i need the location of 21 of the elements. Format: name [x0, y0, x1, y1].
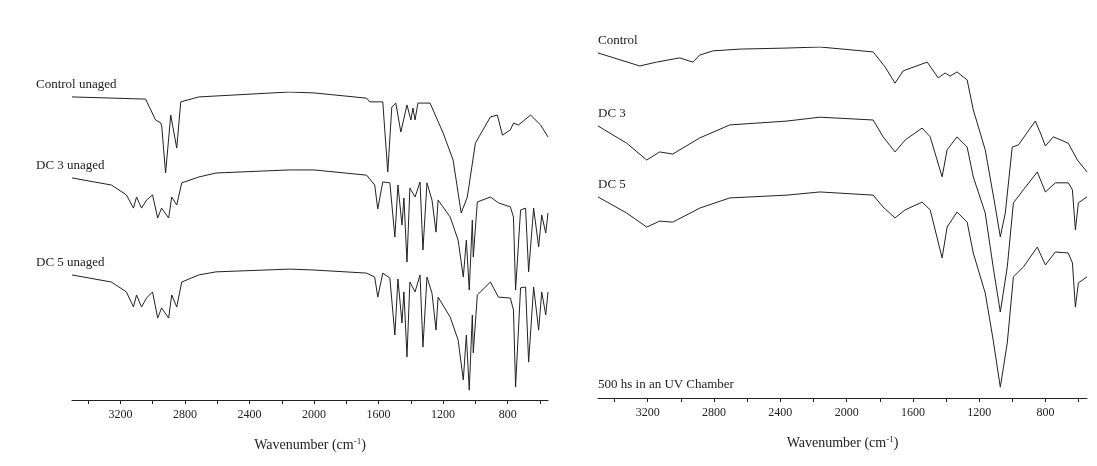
x-tick-label: 800 — [1036, 405, 1055, 419]
x-tick-label: 3200 — [108, 407, 133, 421]
series-label: DC 5 unaged — [36, 253, 106, 269]
series-label: DC 3 unaged — [36, 156, 106, 172]
x-tick-label: 2000 — [302, 407, 327, 421]
series-label: DC 3 — [598, 104, 626, 120]
x-tick-label: 800 — [498, 407, 517, 421]
series-label: DC 5 — [598, 175, 626, 191]
x-tick-label: 2400 — [237, 407, 262, 421]
x-tick-label: 1200 — [967, 405, 992, 419]
x-tick-label: 3200 — [635, 405, 660, 419]
x-tick-label: 2800 — [702, 405, 727, 419]
x-tick-label: 1600 — [900, 405, 925, 419]
x-tick-label: 2800 — [172, 407, 197, 421]
series-label: Control unaged — [36, 75, 118, 91]
x-tick-label: 2000 — [834, 405, 859, 419]
x-tick-label: 2400 — [768, 405, 793, 419]
x-tick-label: 1200 — [431, 407, 456, 421]
series-label: Control — [598, 31, 639, 47]
x-tick-label: 1600 — [366, 407, 391, 421]
annotation: 500 hs in an UV Chamber — [598, 376, 735, 391]
